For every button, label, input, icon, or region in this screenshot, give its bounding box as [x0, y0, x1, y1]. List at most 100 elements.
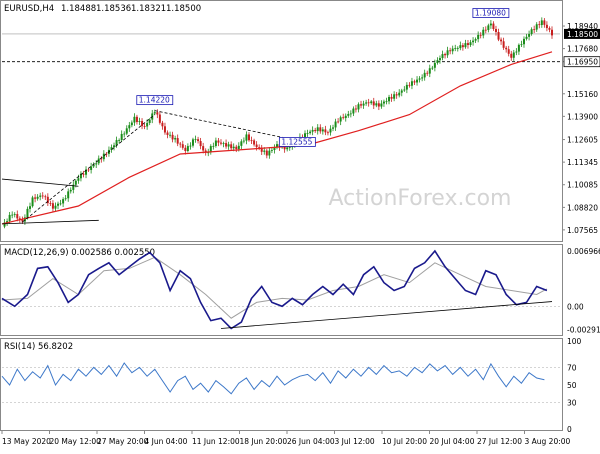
candle-body	[535, 24, 538, 30]
time-tick-label: 20 May 12:00	[50, 437, 102, 446]
rsi-line	[1, 362, 545, 395]
candle-body	[153, 112, 156, 114]
candle-body	[199, 141, 202, 147]
candle-body	[141, 121, 144, 127]
candle-body	[466, 43, 469, 46]
candle-body	[263, 150, 266, 152]
candle-body	[186, 146, 189, 151]
ohlc-low: 1.18321	[131, 4, 166, 14]
candle-body	[520, 44, 523, 46]
candle-body	[551, 29, 553, 36]
candle-body	[11, 214, 14, 216]
candle-body	[365, 102, 368, 104]
candle-body	[395, 94, 398, 96]
macd-tick-label: 0.006966	[567, 247, 600, 256]
candle-body	[393, 94, 396, 99]
candle-body	[337, 121, 340, 123]
candle-body	[492, 23, 495, 29]
candle-body	[115, 140, 118, 146]
candle-body	[510, 53, 513, 58]
candle-body	[405, 84, 408, 90]
trendline	[22, 114, 156, 223]
candle-body	[438, 58, 441, 61]
price-panel-frame	[0, 0, 563, 242]
candle-body	[388, 96, 391, 102]
rsi-tick-label: 30	[567, 399, 577, 408]
watermark: ActionForex.com	[329, 186, 512, 211]
candle-body	[212, 145, 215, 147]
candle-body	[181, 144, 184, 148]
candle-body	[191, 139, 194, 146]
candle-body	[507, 49, 510, 54]
candle-body	[540, 20, 543, 26]
candle-body	[265, 150, 268, 156]
candle-body	[400, 90, 403, 93]
candle-body	[372, 101, 375, 106]
candle-body	[354, 108, 357, 110]
candle-body	[380, 103, 383, 107]
candle-body	[426, 72, 429, 74]
candle-body	[18, 218, 21, 220]
ohlc-high: 1.18536	[96, 4, 131, 14]
time-tick-label: 20 Jul 04:00	[430, 437, 475, 446]
trendline	[154, 110, 298, 141]
candle-body	[314, 129, 317, 132]
price-tick-label: 1.07565	[567, 226, 598, 235]
candle-body	[3, 222, 6, 227]
candle-body	[482, 29, 485, 36]
candle-body	[85, 169, 88, 175]
candle-body	[69, 189, 72, 192]
candle-body	[474, 39, 477, 41]
candle-body	[512, 52, 515, 58]
candle-body	[352, 108, 355, 114]
candle-body	[319, 127, 322, 132]
candle-body	[385, 101, 388, 103]
candle-body	[72, 184, 75, 190]
price-annotations: 1.14220 1.12555 1.19080	[136, 8, 510, 147]
candle-body	[382, 101, 385, 104]
candle-body	[494, 28, 497, 32]
candle-body	[304, 133, 307, 139]
rsi-tick-label: 70	[567, 363, 577, 372]
candle-body	[143, 126, 146, 127]
symbol-header: EURUSD,H4	[4, 4, 54, 14]
candle-body	[390, 96, 393, 99]
candle-body	[433, 62, 436, 68]
candle-body	[174, 138, 177, 140]
candle-body	[6, 221, 9, 223]
candle-body	[522, 38, 525, 45]
candle-body	[479, 34, 482, 36]
candle-body	[357, 104, 360, 110]
candle-body	[515, 51, 518, 53]
candle-body	[247, 134, 250, 141]
candle-body	[90, 166, 93, 170]
price-axis: 1.18940 1.17680 1.16950 1.15160 1.13900 1.126…	[562, 22, 600, 235]
candle-body	[232, 146, 235, 149]
candle-body	[125, 128, 128, 134]
candle-body	[21, 219, 24, 222]
price-tick-label: 1.11345	[567, 158, 598, 167]
price-tick-label: 1.13900	[567, 112, 598, 121]
candle-body	[161, 122, 164, 127]
candle-body	[326, 132, 329, 134]
candle-body	[128, 125, 131, 129]
candle-body	[334, 121, 337, 128]
candle-body	[110, 147, 113, 150]
time-tick-label: 27 Jul 12:00	[477, 437, 522, 446]
candle-body	[464, 43, 467, 48]
candle-body	[230, 144, 233, 149]
candle-body	[148, 119, 151, 123]
candle-body	[273, 147, 276, 151]
candle-body	[130, 122, 133, 126]
price-tick-label: 1.10085	[567, 181, 598, 190]
level-box-1-16950	[563, 56, 600, 68]
price-trendlines	[1, 110, 298, 225]
candle-body	[166, 132, 169, 135]
candle-body	[431, 67, 434, 69]
annotation-box	[136, 95, 174, 106]
candle-body	[347, 113, 350, 116]
price-tick-label: 1.12605	[567, 136, 598, 145]
candle-body	[288, 147, 291, 148]
rsi-title: RSI(14) 56.8202	[4, 342, 73, 352]
